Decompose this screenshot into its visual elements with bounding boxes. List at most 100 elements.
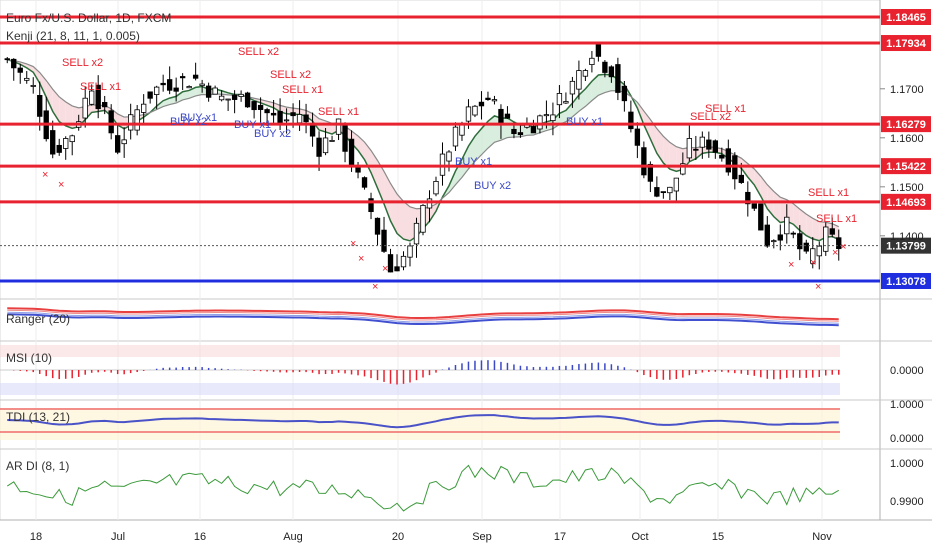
candle-body — [108, 110, 114, 134]
candle-body — [238, 93, 244, 97]
candle-body — [82, 97, 88, 119]
candle-body — [498, 108, 504, 125]
sell-signal: SELL x2 — [62, 57, 103, 69]
candle-body — [394, 266, 400, 272]
candle-body — [823, 226, 829, 252]
ardi-pane: 1.0000 0.9900 — [6, 458, 924, 512]
candle-body — [816, 245, 822, 257]
price-axis[interactable]: 1.1700 1.1600 1.1500 1.1400 — [880, 84, 924, 243]
candle-body — [751, 203, 757, 209]
candle-body — [257, 104, 264, 110]
candle-body — [693, 148, 699, 151]
candle-body — [63, 138, 69, 149]
cloud-segment — [663, 136, 670, 170]
price-tick-label: 1.1500 — [890, 182, 924, 194]
candle-body — [511, 128, 517, 135]
time-tick-label: Sep — [472, 531, 492, 543]
cloud-segment — [474, 128, 482, 162]
candle-body — [777, 234, 783, 241]
symbol-title: Euro Fx/U.S. Dollar, 1D, FXCM — [6, 11, 171, 25]
candle-body — [37, 95, 43, 117]
buy-signal: BUY x1 — [455, 156, 492, 168]
candle-body — [608, 66, 615, 78]
cloud-segment — [773, 191, 781, 223]
candle-body — [517, 132, 524, 136]
reversal-marker: × — [382, 263, 388, 275]
msi-upper-band — [0, 345, 840, 357]
buy-signal: BUY x2 — [170, 116, 207, 128]
price-level-label: 1.16279 — [886, 119, 926, 131]
ardi-tick-label: 1.0000 — [890, 458, 924, 470]
buy-signal: BUY x1 — [566, 116, 603, 128]
candle-body — [231, 94, 238, 100]
tdi-tick-label: 0.0000 — [890, 433, 924, 445]
time-tick-label: Nov — [812, 531, 832, 543]
tdi-pane: 1.0000 0.0000 — [0, 399, 924, 445]
time-tick-label: 18 — [30, 531, 42, 543]
candle-body — [719, 154, 725, 159]
candle-body — [563, 101, 569, 104]
candle-body — [530, 126, 537, 134]
candle-body — [621, 85, 628, 102]
price-level-tag — [881, 158, 931, 175]
candle-body — [745, 191, 751, 205]
candle-body — [738, 174, 744, 183]
candle-body — [205, 85, 212, 98]
candle-body — [602, 61, 608, 73]
candle-body — [24, 77, 30, 81]
candle-body — [797, 233, 803, 250]
cloud-segment — [604, 74, 612, 93]
candle-body — [413, 222, 420, 245]
candle-body — [673, 177, 680, 192]
cloud-segment — [371, 150, 378, 189]
cloud-segment — [46, 80, 53, 112]
candle-body — [810, 248, 816, 264]
buy-signal: BUY x2 — [474, 180, 511, 192]
cloud-segment — [832, 223, 839, 240]
candle-body — [400, 255, 407, 268]
horizontal-levels[interactable]: 1.18465 1.17934 1.16279 1.15422 1.14693 1.130… — [0, 9, 931, 289]
candle-body — [543, 114, 550, 117]
time-axis[interactable]: 18 Jul 16 Aug 20 Sep 17 Oct 15 Nov — [30, 531, 832, 543]
cloud-segment — [358, 135, 365, 160]
time-tick-label: 20 — [392, 531, 404, 543]
indicator-label: Kenji (21, 8, 11, 1, 0.005) — [6, 29, 140, 43]
last-price-label: 1.13799 — [886, 241, 926, 253]
buy-signal: BUY x2 — [254, 128, 291, 140]
candle-body — [192, 74, 199, 79]
price-tick-label: 1.1600 — [890, 133, 924, 145]
candle-body — [771, 240, 777, 243]
candle-body — [335, 118, 342, 135]
time-tick-label: 16 — [194, 531, 206, 543]
sell-signal: SELL x1 — [318, 106, 359, 118]
candle-body — [660, 191, 667, 194]
price-tick-label: 1.1700 — [890, 84, 924, 96]
price-level-tag — [881, 273, 931, 289]
candle-body — [361, 177, 368, 188]
candle-body — [465, 106, 472, 122]
candle-body — [270, 112, 277, 116]
candle-body — [4, 58, 10, 61]
candle-body — [102, 101, 108, 108]
cloud-segment — [461, 146, 469, 178]
cloud-segment — [572, 95, 579, 117]
candle-body — [485, 97, 491, 100]
cloud-segment — [598, 74, 605, 96]
candle-body — [381, 229, 387, 252]
candle-body — [829, 228, 835, 235]
candle-body — [472, 105, 478, 116]
reversal-marker: × — [810, 257, 816, 269]
candle-body — [283, 119, 290, 122]
price-level-tag — [881, 9, 931, 25]
candle-body — [316, 137, 322, 157]
time-tick-label: 17 — [554, 531, 566, 543]
candle-body — [758, 203, 764, 231]
reversal-marker: × — [42, 169, 48, 181]
cloud-segment — [59, 96, 66, 126]
candle-body — [17, 67, 23, 73]
tdi-tick-label: 1.0000 — [890, 399, 924, 411]
candle-body — [582, 70, 589, 77]
candle-body — [595, 42, 602, 57]
